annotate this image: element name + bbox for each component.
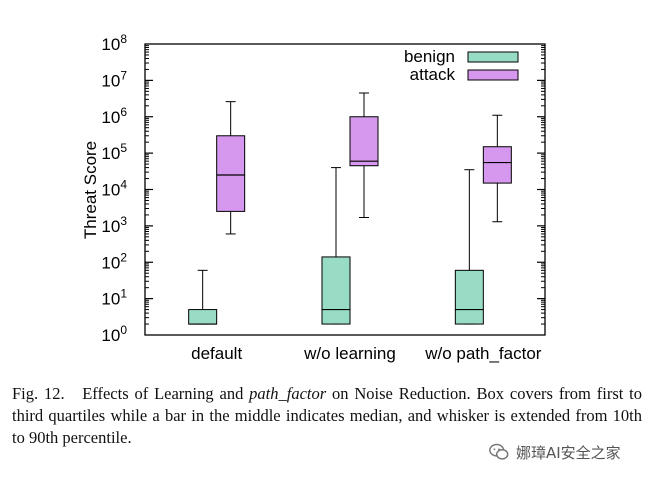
y-tick-exponent: 1 bbox=[120, 287, 127, 301]
caption-italic: path_factor bbox=[249, 384, 327, 403]
y-tick-exponent: 6 bbox=[120, 105, 127, 119]
x-axis-ticks: default w/o learning w/o path_factor bbox=[191, 344, 542, 363]
y-axis-label: Threat Score bbox=[81, 141, 100, 239]
y-tick-label: 102 bbox=[101, 250, 127, 272]
legend-label-benign: benign bbox=[404, 47, 455, 66]
legend-swatch-attack bbox=[467, 69, 519, 81]
y-tick-label: 101 bbox=[101, 287, 127, 309]
y-tick-label: 107 bbox=[101, 68, 127, 90]
y-tick-exponent: 0 bbox=[120, 323, 127, 337]
y-tick-label: 100 bbox=[101, 323, 127, 345]
y-tick-exponent: 7 bbox=[120, 68, 127, 82]
x-tick-label: w/o path_factor bbox=[424, 344, 542, 363]
x-tick-label: w/o learning bbox=[303, 344, 396, 363]
x-tick-label: default bbox=[191, 344, 242, 363]
y-tick-exponent: 5 bbox=[120, 141, 127, 155]
caption-text-1: Effects of Learning and bbox=[82, 384, 250, 403]
caption-label: Fig. 12. bbox=[12, 384, 65, 403]
box-attack-1 bbox=[349, 92, 379, 218]
quartile-box bbox=[454, 269, 484, 325]
y-tick-exponent: 8 bbox=[120, 32, 127, 46]
box-benign-0 bbox=[188, 269, 218, 325]
y-tick-exponent: 2 bbox=[120, 250, 127, 264]
wechat-icon bbox=[489, 443, 509, 460]
y-tick-exponent: 4 bbox=[120, 178, 127, 192]
box-benign-2 bbox=[454, 169, 484, 325]
caption-text-2: on Noise Reduction. Box covers from firs… bbox=[12, 384, 643, 447]
box-benign-1 bbox=[321, 167, 351, 325]
y-tick-exponent: 3 bbox=[120, 214, 127, 228]
y-tick-label: 104 bbox=[101, 178, 127, 200]
box-attack-0 bbox=[216, 101, 246, 235]
y-tick-label: 108 bbox=[101, 32, 127, 54]
quartile-box bbox=[321, 256, 351, 325]
watermark: 娜璋AI安全之家 bbox=[488, 440, 621, 464]
box-series bbox=[188, 92, 512, 325]
quartile-box bbox=[349, 116, 379, 167]
quartile-box bbox=[216, 135, 246, 212]
watermark-text: 娜璋AI安全之家 bbox=[516, 443, 621, 462]
legend-label-attack: attack bbox=[410, 65, 456, 84]
quartile-box bbox=[482, 146, 512, 184]
box-attack-2 bbox=[482, 114, 512, 223]
y-tick-label: 106 bbox=[101, 105, 127, 127]
quartile-box bbox=[188, 309, 218, 325]
figure-caption: Fig. 12. Effects of Learning and path_fa… bbox=[12, 383, 642, 449]
y-tick-label: 105 bbox=[101, 141, 127, 163]
legend-swatch-benign bbox=[467, 51, 519, 63]
y-tick-label: 103 bbox=[101, 214, 127, 236]
